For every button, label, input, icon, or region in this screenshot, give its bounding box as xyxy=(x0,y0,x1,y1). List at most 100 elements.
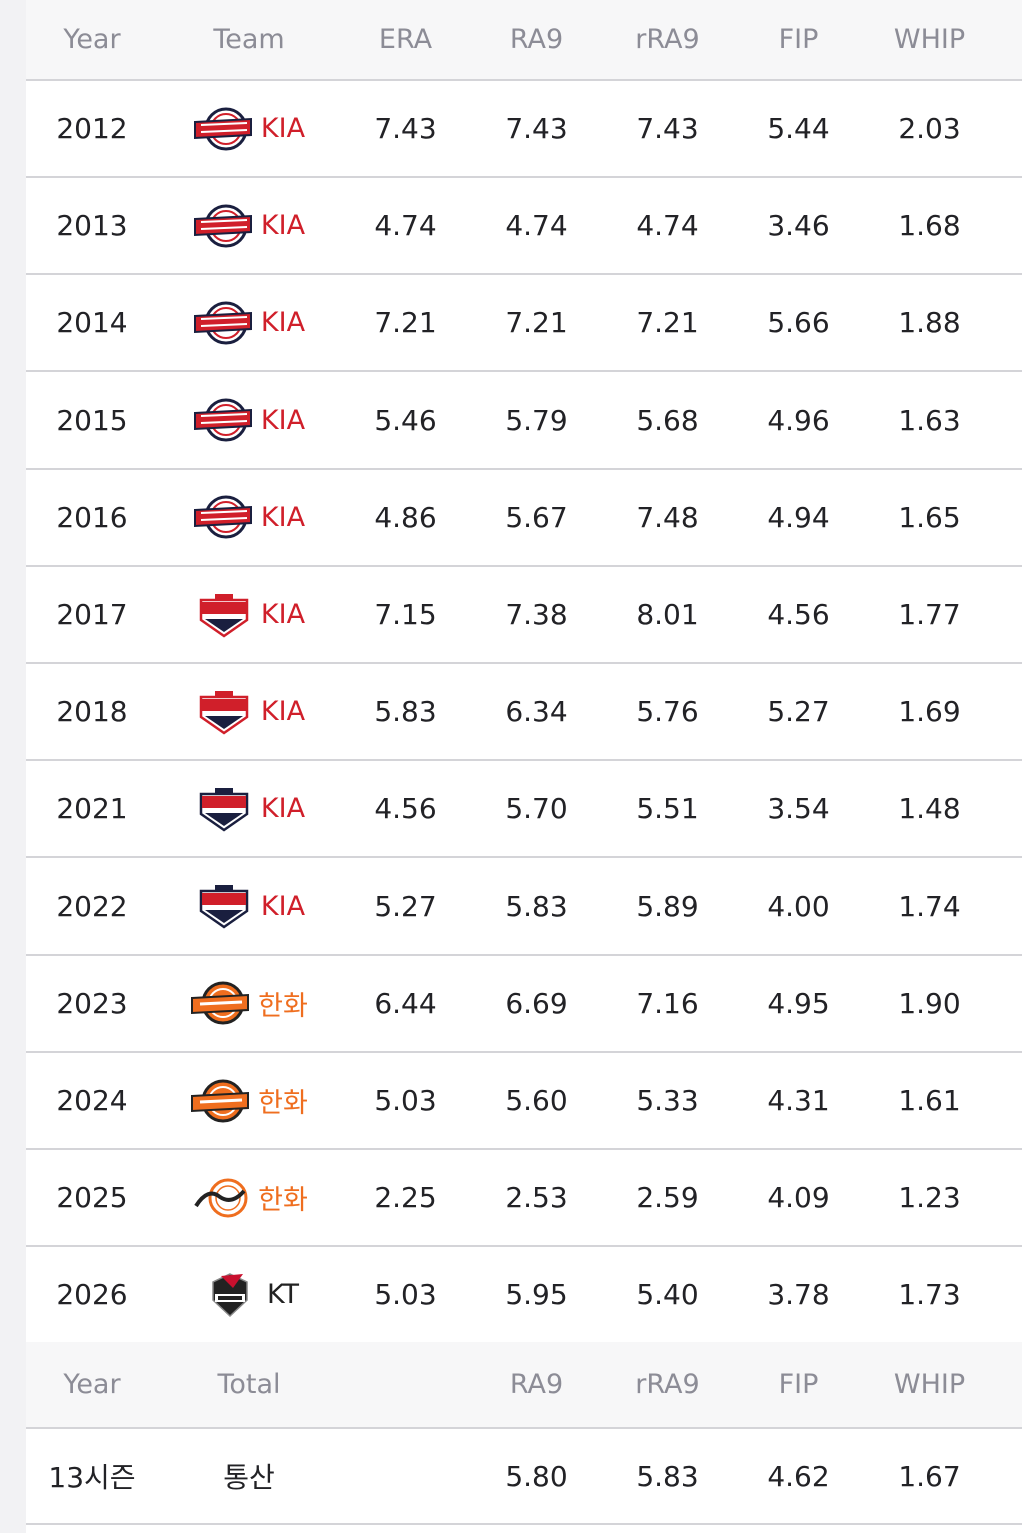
team-badge: 한화 xyxy=(190,980,308,1026)
ra9-cell: 7.21 xyxy=(505,306,568,340)
rra9-cell: 2.59 xyxy=(636,1181,699,1215)
team-name: KIA xyxy=(260,890,306,922)
eagles-classic-icon xyxy=(190,980,252,1026)
total-ra9-header: RA9 xyxy=(509,1369,564,1400)
team-badge: KIA xyxy=(193,203,305,249)
ra9-cell: 5.83 xyxy=(505,889,568,923)
ra9-cell: 5.95 xyxy=(505,1278,568,1312)
rra9-cell: 5.89 xyxy=(636,889,699,923)
era-cell: 5.03 xyxy=(374,1278,437,1312)
era-cell: 4.56 xyxy=(374,792,437,826)
rra9-cell: 7.43 xyxy=(636,112,699,145)
ra9-cell: 5.79 xyxy=(505,403,568,437)
total-ra9-cell: 5.80 xyxy=(505,1459,568,1493)
team-name: KIA xyxy=(260,113,306,144)
col-rra9-header: rRA9 xyxy=(635,24,700,55)
rra9-cell: 4.74 xyxy=(636,209,699,243)
rra9-cell: 5.76 xyxy=(636,695,699,729)
tigers-classic-icon xyxy=(193,300,255,346)
team-name: KIA xyxy=(260,501,306,533)
table-row: 2014 KIA 7.21 7.21 7.21 5.66 1.88 xyxy=(26,275,1022,373)
fip-cell: 5.27 xyxy=(767,695,830,729)
rra9-cell: 5.40 xyxy=(636,1278,699,1312)
fip-cell: 4.94 xyxy=(767,500,830,534)
team-badge: 한화 xyxy=(190,1078,308,1124)
table-row: 2016 KIA 4.86 5.67 7.48 4.94 1.65 xyxy=(26,469,1022,567)
team-cell: KIA xyxy=(158,300,340,346)
year-cell: 2016 xyxy=(56,500,128,534)
team-cell: KT xyxy=(158,1272,340,1318)
ra9-cell: 2.53 xyxy=(505,1181,568,1215)
total-header: Year Total RA9 rRA9 FIP WHIP xyxy=(26,1342,1022,1429)
ra9-cell: 7.38 xyxy=(505,598,568,631)
team-cell: 한화 xyxy=(158,1078,340,1124)
table-row: 2017 KIA 7.15 7.38 8.01 4.56 1.77 xyxy=(26,567,1022,664)
table-row: 2026 KT 5.03 5.95 5.40 3.78 1.73 xyxy=(26,1247,1022,1345)
year-cell: 2018 xyxy=(56,695,128,729)
team-cell: KIA xyxy=(158,203,340,249)
table-row: 2015 KIA 5.46 5.79 5.68 4.96 1.63 xyxy=(26,372,1022,470)
whip-cell: 1.63 xyxy=(898,403,961,437)
team-name: KT xyxy=(266,1279,300,1311)
total-label-cell: 통산 xyxy=(223,1461,275,1494)
team-name: 한화 xyxy=(258,990,308,1022)
era-cell: 7.43 xyxy=(374,112,437,145)
col-ra9-header: RA9 xyxy=(509,24,564,55)
year-cell: 2026 xyxy=(56,1278,128,1312)
total-row: 13시즌 통산 5.80 5.83 4.62 1.67 xyxy=(26,1429,1022,1525)
year-cell: 2015 xyxy=(56,403,128,437)
col-whip-header: WHIP xyxy=(893,24,966,55)
total-year-header: Year xyxy=(63,1369,121,1400)
team-name: KIA xyxy=(260,307,306,339)
fip-cell: 4.56 xyxy=(767,598,830,631)
whip-cell: 1.88 xyxy=(898,306,961,340)
table-row: 2024 한화 5.03 5.60 5.33 4.31 1.61 xyxy=(26,1053,1022,1150)
team-cell: KIA xyxy=(158,494,340,540)
table-row: 2021 KIA 4.56 5.70 5.51 3.54 1.48 xyxy=(26,761,1022,859)
ra9-cell: 6.34 xyxy=(505,695,568,729)
tigers-shield-dark-icon xyxy=(193,883,255,929)
tigers-classic-icon xyxy=(193,203,255,249)
col-year-header: Year xyxy=(63,24,121,55)
era-cell: 4.74 xyxy=(374,209,437,243)
ra9-cell: 6.69 xyxy=(505,986,568,1020)
year-cell: 2014 xyxy=(56,306,128,340)
whip-cell: 1.73 xyxy=(898,1278,961,1312)
col-team-header: Team xyxy=(213,24,285,55)
whip-cell: 1.74 xyxy=(898,889,961,923)
whip-cell: 1.65 xyxy=(898,500,961,534)
team-badge: KT xyxy=(199,1272,299,1318)
stats-table: Year Team ERA RA9 rRA9 FIP WHIP 2012 KIA 7… xyxy=(26,0,1022,1533)
team-name: KIA xyxy=(260,696,306,728)
team-cell: KIA xyxy=(158,592,340,638)
team-badge: KIA xyxy=(193,397,305,443)
fip-cell: 5.44 xyxy=(767,112,830,145)
table-row: 2013 KIA 4.74 4.74 4.74 3.46 1.68 xyxy=(26,178,1022,276)
whip-cell: 1.23 xyxy=(898,1181,961,1215)
team-cell: KIA xyxy=(158,786,340,832)
col-fip-header: FIP xyxy=(778,24,819,55)
fip-cell: 3.54 xyxy=(767,792,830,826)
fip-cell: 5.66 xyxy=(767,306,830,340)
table-row: 2022 KIA 5.27 5.83 5.89 4.00 1.74 xyxy=(26,858,1022,956)
team-cell: KIA xyxy=(158,106,340,152)
tigers-classic-icon xyxy=(193,397,255,443)
year-cell: 2023 xyxy=(56,986,128,1020)
era-cell: 7.21 xyxy=(374,306,437,340)
year-cell: 2025 xyxy=(56,1181,128,1215)
era-cell: 5.46 xyxy=(374,403,437,437)
era-cell: 2.25 xyxy=(374,1181,437,1215)
team-badge: KIA xyxy=(193,300,305,346)
team-cell: 한화 xyxy=(158,1175,340,1221)
tigers-shield-dark-icon xyxy=(193,786,255,832)
total-rra9-header: rRA9 xyxy=(635,1369,700,1400)
tigers-shield-icon xyxy=(193,592,255,638)
ra9-cell: 5.67 xyxy=(505,500,568,534)
tigers-classic-icon xyxy=(193,494,255,540)
year-cell: 2012 xyxy=(56,112,128,145)
tigers-shield-icon xyxy=(193,689,255,735)
ra9-cell: 4.74 xyxy=(505,209,568,243)
era-cell: 5.27 xyxy=(374,889,437,923)
team-name: 한화 xyxy=(258,1185,308,1217)
whip-cell: 1.90 xyxy=(898,986,961,1020)
